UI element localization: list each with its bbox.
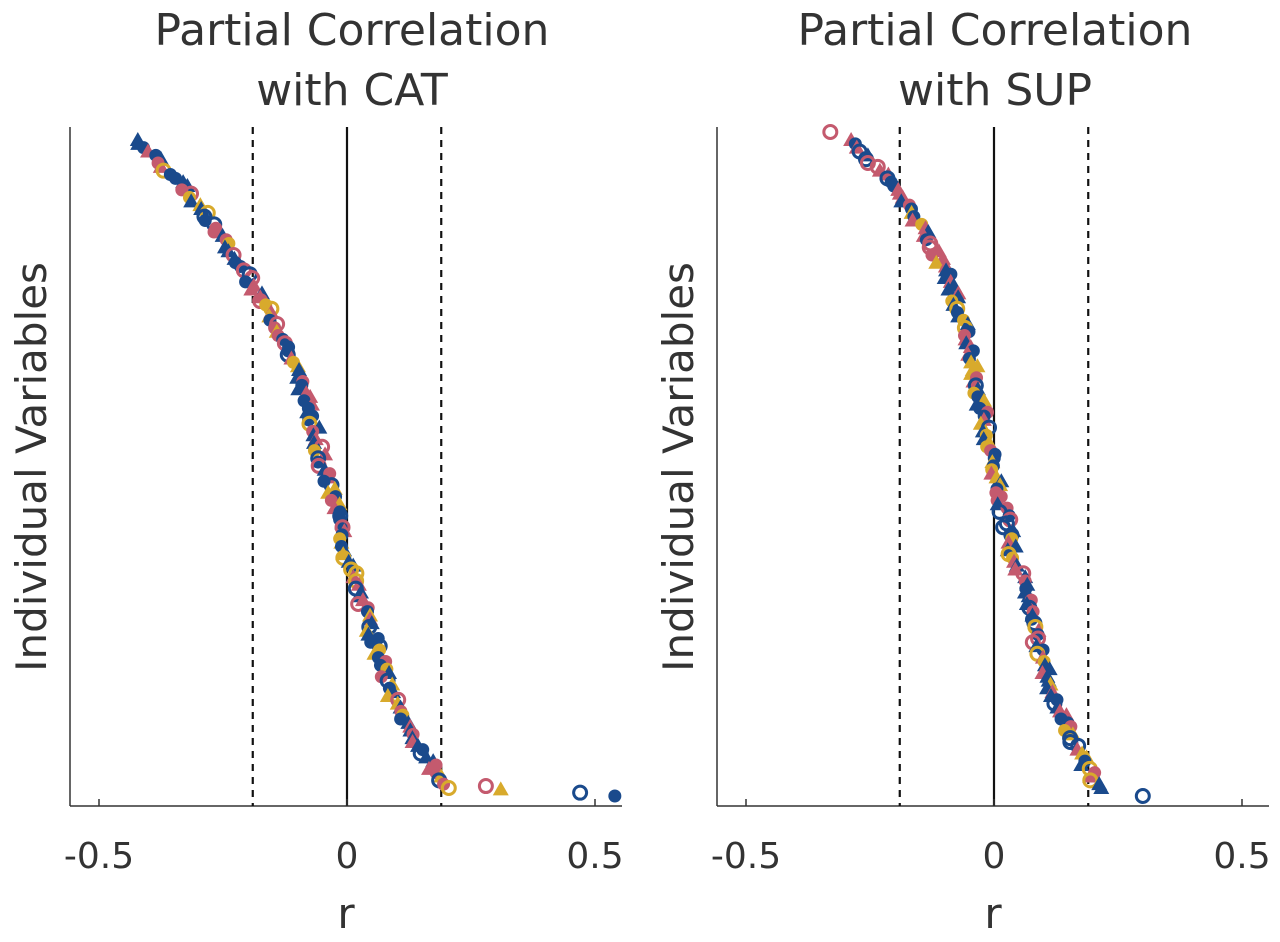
- outlier-point: [608, 789, 622, 803]
- data-point: [940, 281, 957, 296]
- panel-cat-y-axis-label: Individual Variables: [7, 262, 56, 672]
- x-tick-label: 0: [983, 836, 1006, 877]
- data-point: [243, 281, 260, 296]
- panel-sup-title-line-1: Partial Correlation: [798, 5, 1193, 56]
- data-point: [307, 444, 321, 458]
- outlier-point: [572, 784, 589, 801]
- data-point: [1058, 723, 1072, 737]
- x-tick-label: 0.5: [1213, 836, 1270, 877]
- panel-cat-x-ticks: -0.5 0 0.5: [64, 799, 624, 877]
- panel-cat-reference-lines: [251, 127, 443, 806]
- x-tick-label: -0.5: [64, 836, 134, 877]
- panel-cat: Partial Correlation with CAT Individual …: [7, 5, 624, 938]
- data-point: [1093, 780, 1110, 794]
- panel-cat-title-line-2: with CAT: [256, 65, 448, 116]
- panel-cat-points: [129, 132, 622, 803]
- panel-sup-title-line-2: with SUP: [898, 65, 1092, 116]
- outlier-point: [492, 781, 509, 796]
- data-point: [928, 254, 945, 269]
- data-point: [394, 712, 408, 726]
- data-point: [1073, 756, 1090, 771]
- outlier-point: [477, 778, 494, 795]
- x-tick-label: -0.5: [711, 836, 781, 877]
- panel-sup-y-axis-label: Individual Variables: [654, 262, 703, 672]
- data-point: [1082, 772, 1099, 789]
- outlier-point: [822, 124, 839, 140]
- data-point: [972, 415, 989, 430]
- data-point: [1082, 768, 1099, 783]
- data-point: [207, 225, 221, 239]
- data-point: [440, 780, 457, 796]
- data-point: [1007, 561, 1024, 576]
- data-point: [239, 275, 253, 289]
- data-point: [290, 381, 307, 396]
- panel-sup: Partial Correlation with SUP Individual …: [654, 5, 1271, 938]
- panel-sup-points: [822, 124, 1151, 804]
- data-point: [1062, 733, 1079, 750]
- panel-sup-x-axis-label: r: [984, 889, 1002, 938]
- panel-sup-x-ticks: -0.5 0 0.5: [711, 799, 1271, 877]
- data-point: [183, 193, 200, 208]
- panel-cat-x-axis-label: r: [337, 889, 355, 938]
- x-tick-label: 0.5: [566, 836, 623, 877]
- outlier-point: [1134, 788, 1151, 804]
- x-tick-label: 0: [336, 836, 359, 877]
- data-point: [169, 171, 183, 185]
- data-point: [317, 474, 331, 488]
- data-point: [334, 515, 351, 530]
- panel-cat-title-line-1: Partial Correlation: [155, 5, 550, 56]
